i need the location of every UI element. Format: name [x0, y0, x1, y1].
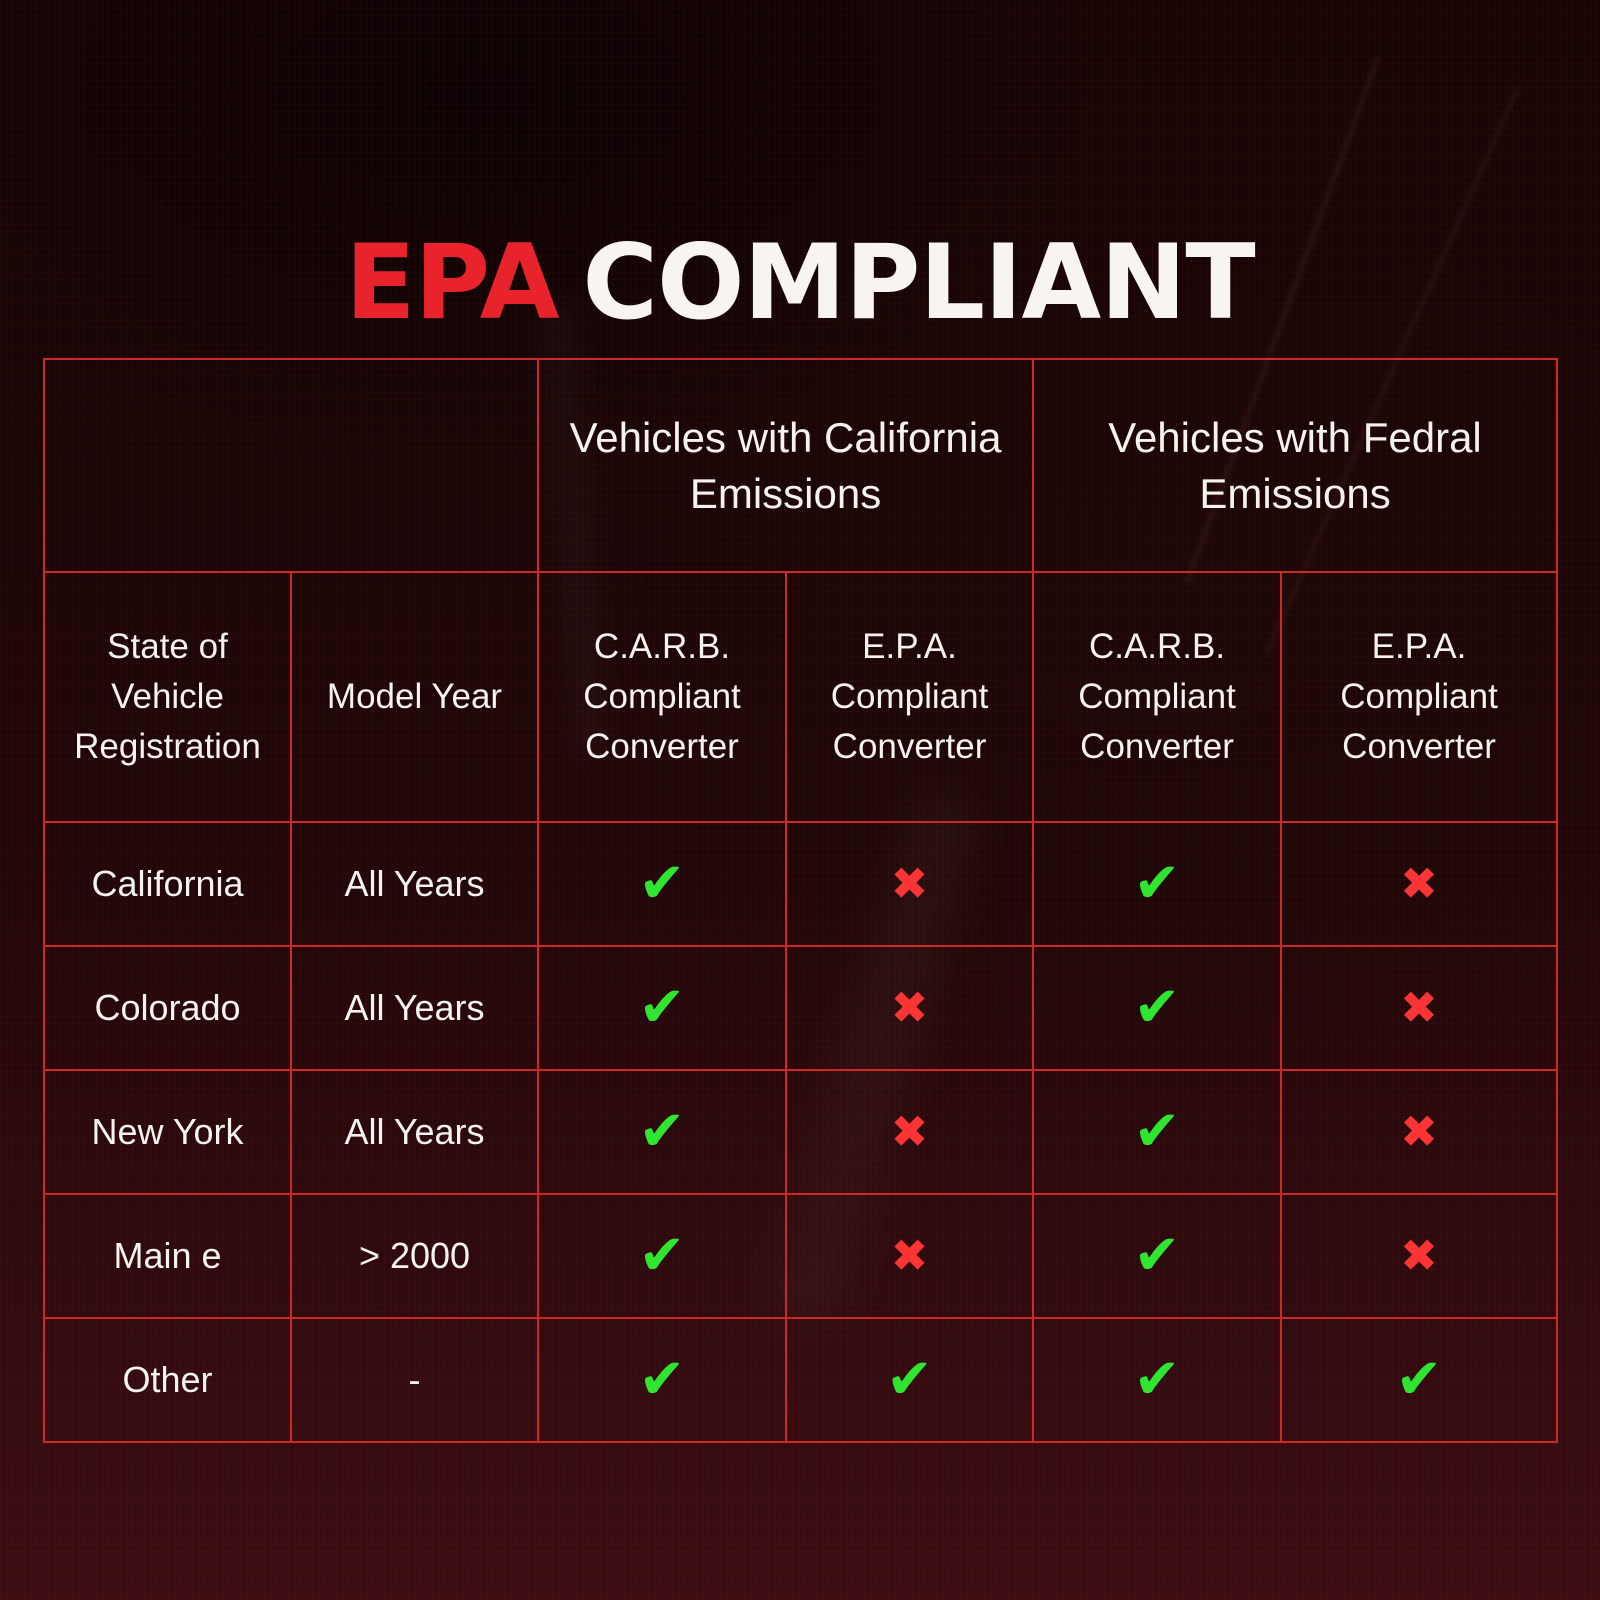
compliance-table: Vehicles with California Emissions Vehic…	[43, 358, 1559, 1443]
model-year-cell: -	[290, 1317, 539, 1443]
table-row-colorado: Colorado All Years	[43, 945, 1559, 1071]
model-year-cell: All Years	[290, 821, 539, 947]
check-icon	[639, 1228, 686, 1284]
title-highlight: EPA	[345, 223, 559, 343]
mark-cell	[537, 945, 787, 1071]
cross-icon	[1400, 1233, 1438, 1278]
model-year-cell: All Years	[290, 945, 539, 1071]
cross-icon	[891, 1233, 929, 1278]
state-cell: Main e	[43, 1193, 292, 1319]
mark-cell	[537, 1193, 787, 1319]
mark-cell	[784, 1069, 1035, 1195]
mark-cell	[1032, 1193, 1283, 1319]
column-header-epa-federal: E.P.A. Compliant Converter	[1280, 571, 1559, 823]
check-icon	[1134, 1104, 1181, 1160]
column-header-model-year: Model Year	[290, 571, 539, 823]
model-year-cell: > 2000	[290, 1193, 539, 1319]
mark-cell	[1032, 821, 1283, 947]
mark-cell	[784, 821, 1035, 947]
cross-icon	[1400, 1109, 1438, 1154]
check-icon	[1134, 1228, 1181, 1284]
column-header-epa-california: E.P.A. Compliant Converter	[784, 571, 1035, 823]
check-icon	[1396, 1352, 1443, 1408]
mark-cell	[537, 1069, 787, 1195]
cross-icon	[1400, 861, 1438, 906]
column-header-carb-federal: C.A.R.B. Compliant Converter	[1032, 571, 1283, 823]
column-header-carb-california: C.A.R.B. Compliant Converter	[537, 571, 787, 823]
table-row-new-york: New York All Years	[43, 1069, 1559, 1195]
mark-cell	[1280, 821, 1559, 947]
model-year-cell: All Years	[290, 1069, 539, 1195]
group-header-row: Vehicles with California Emissions Vehic…	[43, 358, 1559, 573]
group-header-california-emissions: Vehicles with California Emissions	[536, 358, 1035, 573]
check-icon	[639, 980, 686, 1036]
page-title: EPA COMPLIANT	[0, 226, 1600, 340]
table-row-other: Other -	[43, 1317, 1559, 1443]
column-header-row: State of Vehicle Registration Model Year…	[43, 571, 1559, 823]
mark-cell	[537, 1317, 787, 1443]
cross-icon	[891, 861, 929, 906]
mark-cell	[1280, 945, 1559, 1071]
cross-icon	[891, 1109, 929, 1154]
check-icon	[1134, 856, 1181, 912]
mark-cell	[784, 945, 1035, 1071]
state-cell: Other	[43, 1317, 292, 1443]
column-header-state: State of Vehicle Registration	[43, 571, 292, 823]
corner-cell	[43, 358, 539, 573]
check-icon	[1134, 1352, 1181, 1408]
mark-cell	[784, 1193, 1035, 1319]
mark-cell	[1032, 1069, 1283, 1195]
cross-icon	[1400, 985, 1438, 1030]
mark-cell	[1280, 1193, 1559, 1319]
table-row-maine: Main e > 2000	[43, 1193, 1559, 1319]
mark-cell	[1280, 1069, 1559, 1195]
mark-cell	[1032, 1317, 1283, 1443]
state-cell: California	[43, 821, 292, 947]
title-rest: COMPLIANT	[582, 223, 1255, 343]
mark-cell	[537, 821, 787, 947]
state-cell: New York	[43, 1069, 292, 1195]
check-icon	[639, 856, 686, 912]
table-row-california: California All Years	[43, 821, 1559, 947]
check-icon	[886, 1352, 933, 1408]
check-icon	[639, 1104, 686, 1160]
check-icon	[1134, 980, 1181, 1036]
state-cell: Colorado	[43, 945, 292, 1071]
mark-cell	[1280, 1317, 1559, 1443]
cross-icon	[891, 985, 929, 1030]
mark-cell	[1032, 945, 1283, 1071]
check-icon	[639, 1352, 686, 1408]
group-header-federal-emissions: Vehicles with Fedral Emissions	[1032, 358, 1559, 573]
mark-cell	[784, 1317, 1035, 1443]
